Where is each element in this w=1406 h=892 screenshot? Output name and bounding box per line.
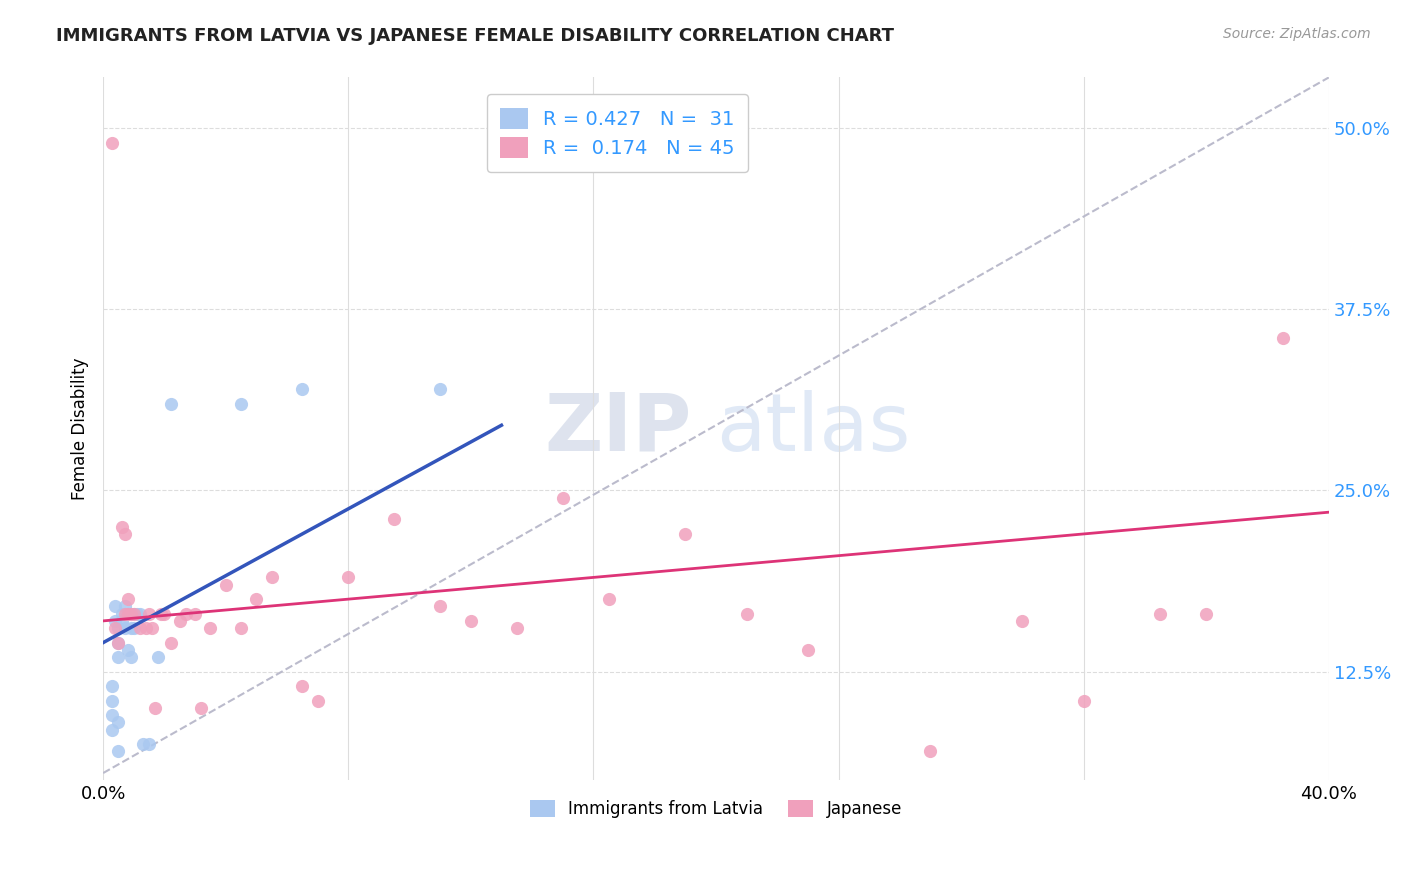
Point [122, 621, 145, 635]
Point [260, 570, 283, 584]
Point [337, 570, 360, 584]
Text: IMMIGRANTS FROM LATVIA VS JAPANESE FEMALE DISABILITY CORRELATION CHART: IMMIGRANTS FROM LATVIA VS JAPANESE FEMAL… [56, 27, 894, 45]
Point [1011, 614, 1033, 628]
Point [114, 621, 136, 635]
Point [920, 744, 942, 758]
Y-axis label: Female Disability: Female Disability [72, 358, 89, 500]
Point [735, 607, 758, 621]
Point [184, 607, 207, 621]
Point [104, 614, 127, 628]
Point [107, 650, 129, 665]
Point [110, 614, 132, 628]
Legend: Immigrants from Latvia, Japanese: Immigrants from Latvia, Japanese [523, 793, 908, 825]
Point [114, 599, 136, 614]
Point [120, 607, 142, 621]
Point [107, 621, 129, 635]
Point [120, 607, 142, 621]
Point [148, 650, 170, 665]
Point [673, 527, 696, 541]
Point [107, 744, 129, 758]
Point [101, 723, 124, 737]
Point [190, 701, 212, 715]
Point [159, 396, 181, 410]
Point [229, 396, 252, 410]
Point [506, 621, 529, 635]
Point [200, 621, 222, 635]
Point [138, 607, 160, 621]
Point [598, 592, 620, 607]
Point [117, 607, 139, 621]
Point [107, 635, 129, 649]
Point [1149, 607, 1171, 621]
Point [1271, 331, 1294, 345]
Point [138, 737, 160, 751]
Point [117, 607, 139, 621]
Point [101, 679, 124, 693]
Point [122, 607, 145, 621]
Text: atlas: atlas [716, 390, 910, 468]
Point [291, 679, 314, 693]
Text: ZIP: ZIP [544, 390, 692, 468]
Point [245, 592, 267, 607]
Point [1073, 693, 1095, 707]
Point [169, 614, 191, 628]
Point [107, 715, 129, 730]
Point [150, 607, 173, 621]
Point [307, 693, 329, 707]
Point [107, 635, 129, 649]
Point [141, 621, 163, 635]
Point [129, 607, 152, 621]
Point [429, 599, 451, 614]
Point [797, 643, 820, 657]
Point [120, 621, 142, 635]
Point [120, 650, 142, 665]
Point [114, 607, 136, 621]
Point [132, 737, 155, 751]
Point [291, 382, 314, 396]
Text: Source: ZipAtlas.com: Source: ZipAtlas.com [1223, 27, 1371, 41]
Point [125, 607, 148, 621]
Point [117, 592, 139, 607]
Point [129, 621, 152, 635]
Point [104, 621, 127, 635]
Point [215, 577, 238, 591]
Point [114, 527, 136, 541]
Point [101, 693, 124, 707]
Point [104, 599, 127, 614]
Point [101, 136, 124, 150]
Point [143, 701, 166, 715]
Point [382, 512, 405, 526]
Point [122, 607, 145, 621]
Point [135, 621, 157, 635]
Point [1195, 607, 1218, 621]
Point [153, 607, 176, 621]
Point [551, 491, 574, 505]
Point [101, 708, 124, 723]
Point [460, 614, 482, 628]
Point [110, 519, 132, 533]
Point [117, 643, 139, 657]
Point [110, 607, 132, 621]
Point [159, 635, 181, 649]
Point [174, 607, 197, 621]
Point [229, 621, 252, 635]
Point [429, 382, 451, 396]
